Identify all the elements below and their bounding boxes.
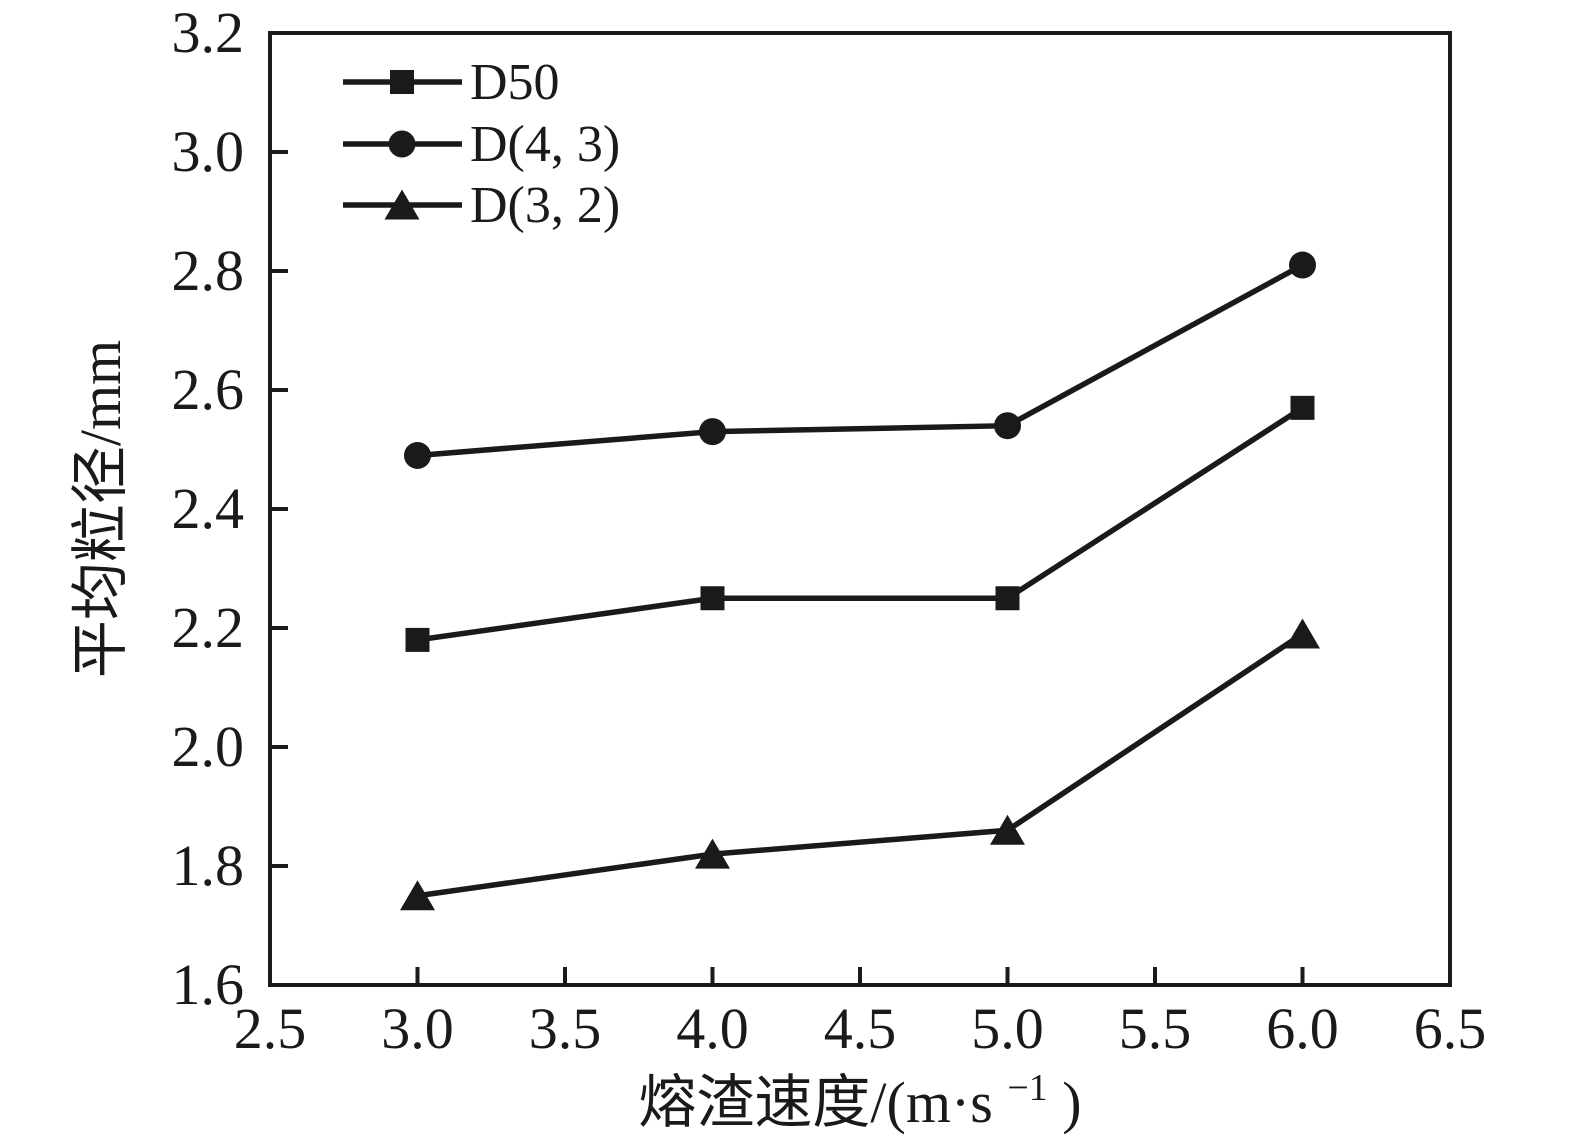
y-tick-label: 2.2 xyxy=(172,595,245,660)
plot-area: 2.5 3.0 3.5 4.0 4.5 5.0 5.5 6.0 6.5 1.6 1.8 2.0 2.2 2… xyxy=(172,0,1487,1061)
square-marker-icon xyxy=(1290,395,1315,420)
series-line-D50 xyxy=(414,405,1306,643)
x-axis-label-superscript: −1 xyxy=(1007,1067,1047,1109)
x-tick-label: 5.0 xyxy=(971,996,1044,1061)
triangle-marker-icon xyxy=(990,814,1025,845)
triangle-marker-icon xyxy=(695,838,730,869)
y-tick-label: 3.2 xyxy=(172,0,245,65)
legend-label-d43: D(4, 3) xyxy=(470,116,620,173)
x-axis-label: 熔渣速度/(m·s −1 ) xyxy=(638,1048,1081,1135)
y-tick-label: 2.8 xyxy=(172,238,245,303)
x-tick-label: 6.0 xyxy=(1266,996,1339,1061)
series-line-D(3, 2) xyxy=(414,631,1306,899)
x-axis-label-close: ) xyxy=(1062,1070,1081,1135)
legend-item-d32: D(3, 2) xyxy=(343,177,620,234)
circle-marker-icon xyxy=(699,418,726,446)
square-marker-icon xyxy=(995,586,1020,611)
circle-marker-icon xyxy=(994,412,1021,440)
y-tick-label: 3.0 xyxy=(172,119,245,184)
x-tick-label: 4.0 xyxy=(676,996,749,1061)
y-tick-label: 1.6 xyxy=(172,952,245,1017)
triangle-marker-icon xyxy=(1285,618,1320,649)
y-tick-label: 2.4 xyxy=(172,476,245,541)
x-tick-label: 6.5 xyxy=(1414,996,1487,1061)
y-tick-label: 2.0 xyxy=(172,714,245,779)
y-axis-label: 平均粒径/mm xyxy=(68,340,133,678)
legend-label-d50: D50 xyxy=(470,54,560,111)
x-axis-label-main: 熔渣速度/(m·s xyxy=(638,1070,992,1135)
x-tick-label: 4.5 xyxy=(824,996,897,1061)
square-marker-icon xyxy=(405,627,430,652)
y-tick-label: 2.6 xyxy=(172,357,245,422)
y-tick-label: 1.8 xyxy=(172,833,245,898)
circle-marker-icon xyxy=(388,130,416,158)
series-line-D(4, 3) xyxy=(414,262,1306,459)
circle-marker-icon xyxy=(1289,251,1316,279)
triangle-marker-icon xyxy=(384,189,420,220)
square-marker-icon xyxy=(700,586,725,611)
triangle-marker-icon xyxy=(400,880,435,911)
x-tick-label: 3.5 xyxy=(529,996,602,1061)
chart-legend: D50 D(4, 3) D(3, 2) xyxy=(343,54,620,234)
legend-item-d43: D(4, 3) xyxy=(343,116,620,173)
legend-item-d50: D50 xyxy=(343,54,560,111)
x-tick-label: 3.0 xyxy=(381,996,454,1061)
x-tick-label: 2.5 xyxy=(234,996,307,1061)
x-tick-label: 5.5 xyxy=(1119,996,1192,1061)
square-marker-icon xyxy=(390,70,414,94)
circle-marker-icon xyxy=(404,441,431,469)
legend-label-d32: D(3, 2) xyxy=(470,177,620,234)
